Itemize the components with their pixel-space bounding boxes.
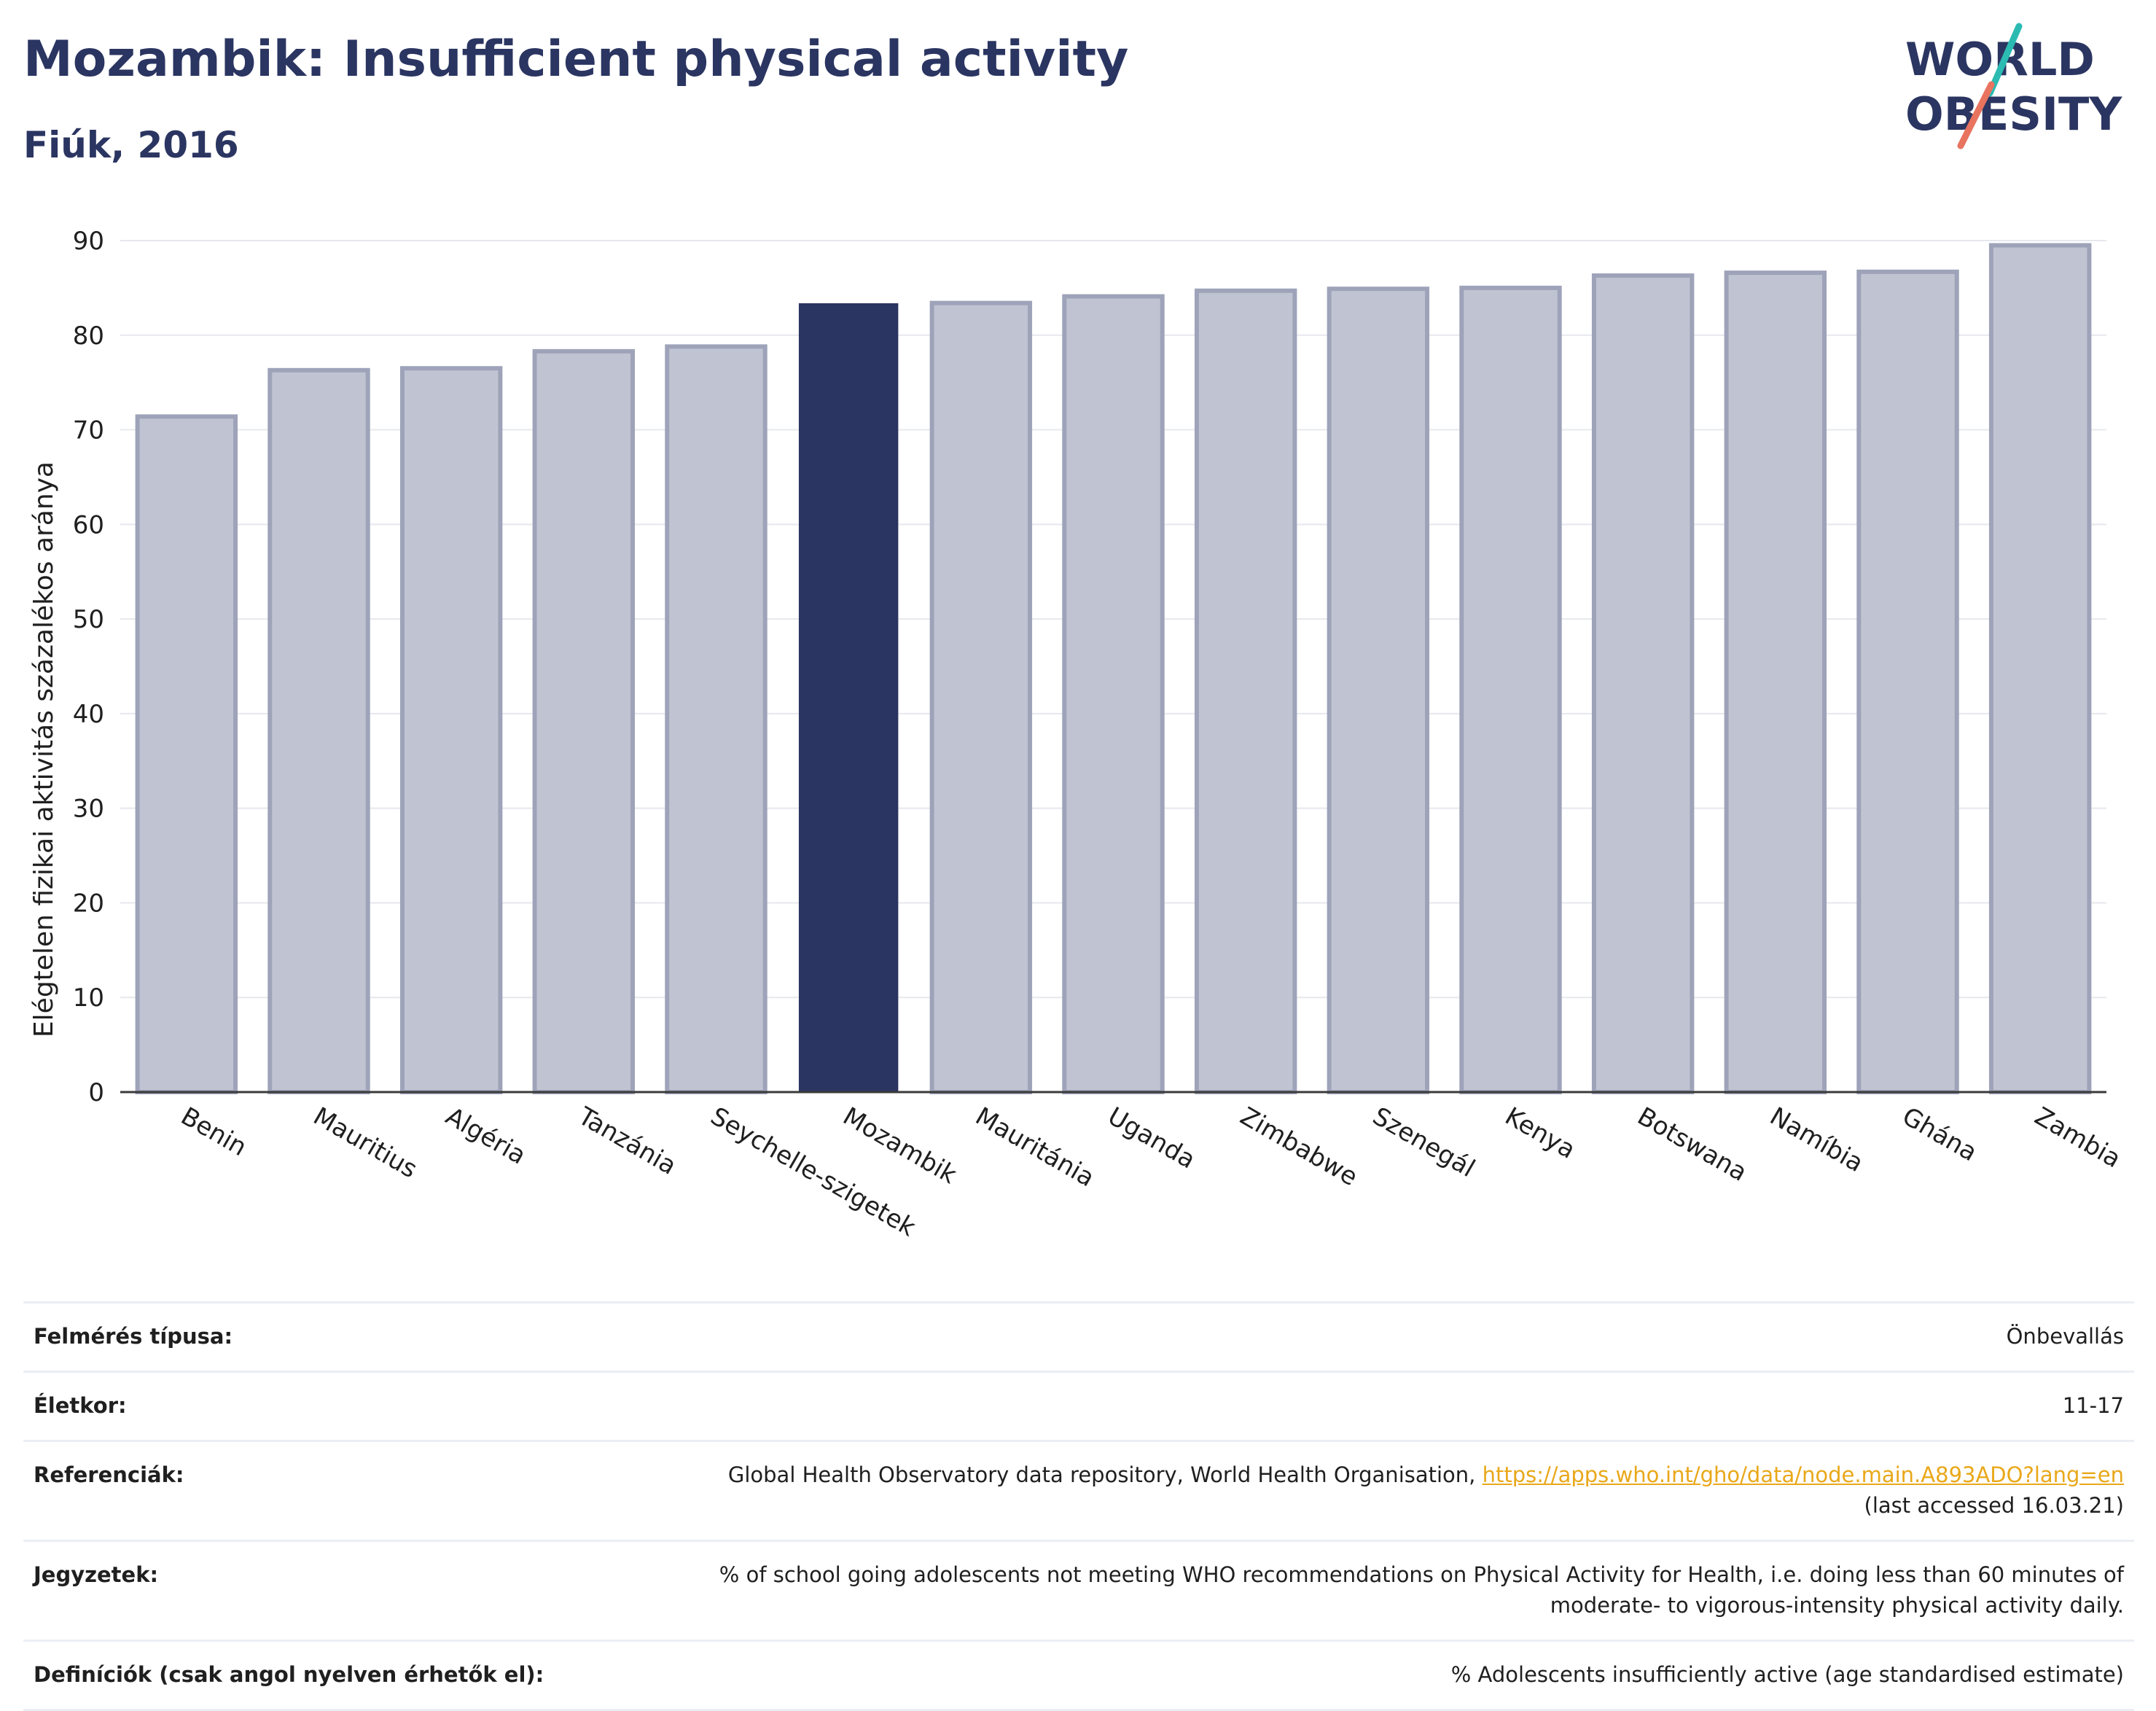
definitions-value: % Adolescents insufficiently active (age… [1450,1662,2124,1687]
x-tick-label: Mozambik [838,1102,962,1190]
y-tick-label: 10 [73,983,104,1013]
bar-kenya [1459,285,1562,1094]
y-tick-label: 70 [73,416,104,445]
bars [135,243,2092,1095]
bar-gh-na [1856,269,1959,1095]
info-row-definitions: Definíciók (csak angol nyelven érhetők e… [23,1640,2134,1710]
x-tick-label: Uganda [1103,1102,1200,1174]
bar-mauritius [267,367,370,1095]
x-tick-label: Benin [176,1102,251,1162]
references-text: Global Health Observatory data repositor… [727,1462,1483,1487]
bar-zambia [1988,243,2092,1094]
bar-alg-ria [399,366,503,1094]
x-tick-label: Mauritánia [970,1102,1099,1193]
bar-nam-bia [1724,270,1827,1095]
world-obesity-logo: WORLD OBESITY [1905,23,2122,149]
info-row-survey: Felmérés típusa: Önbevallás [23,1302,2134,1372]
notes-label: Jegyzetek: [34,1562,159,1587]
y-tick-label: 60 [73,510,104,539]
y-tick-label: 50 [73,605,104,634]
bar-szeneg-l [1327,287,1430,1095]
x-tick-label: Mauritius [308,1102,422,1184]
bar-mozambik [798,303,899,1093]
references-link[interactable]: https://apps.who.int/gho/data/node.main.… [1482,1462,2124,1487]
bar-tanz-nia [532,348,636,1094]
chart-subtitle: Fiúk, 2016 [23,124,239,166]
notes-value: % of school going adolescents not meetin… [596,1541,2134,1641]
logo-slash-coral [1957,81,1995,149]
notes-line-2: moderate- to vigorous-intensity physical… [1550,1593,2124,1618]
x-tick-label: Botswana [1633,1102,1752,1188]
bar-uganda [1062,294,1165,1095]
y-tick-label: 20 [73,889,104,918]
survey-type-value: Önbevallás [2006,1324,2124,1349]
age-label: Életkor: [34,1393,127,1418]
info-table: Felmérés típusa: Önbevallás Életkor: 11-… [23,1301,2134,1711]
y-tick-label: 0 [88,1078,104,1107]
age-value: 11-17 [2062,1393,2124,1418]
bar-seychelle-szigetek [665,344,768,1094]
y-axis-label: Elégtelen fizikai aktivitás százalékos a… [29,461,59,1037]
bar-zimbabwe [1194,288,1297,1094]
x-tick-label: Tanzánia [572,1102,681,1181]
x-tick-label: Szenegál [1367,1102,1480,1183]
x-tick-label: Zambia [2030,1102,2126,1174]
references-value: Global Health Observatory data repositor… [596,1441,2134,1541]
x-tick-label: Ghána [1897,1102,1982,1167]
bar-maurit-nia [929,300,1033,1095]
references-label: Referenciák: [34,1462,184,1487]
x-tick-label: Kenya [1500,1102,1580,1165]
chart-title: Mozambik: Insufficient physical activity [23,31,1129,88]
y-tick-label: 40 [73,700,104,729]
y-tick-label: 30 [73,795,104,824]
logo-slash-teal [1986,23,2023,97]
info-row-age: Életkor: 11-17 [23,1371,2134,1441]
info-row-references: Referenciák: Global Health Observatory d… [23,1441,2134,1541]
x-tick-label: Algéria [441,1102,531,1170]
references-accessed: (last accessed 16.03.21) [1864,1493,2124,1518]
survey-type-label: Felmérés típusa: [34,1324,233,1349]
y-tick-label: 90 [73,227,104,256]
notes-line-1: % of school going adolescents not meetin… [719,1562,2124,1587]
logo-text-obesity: OBESITY [1905,87,2122,141]
info-row-notes: Jegyzetek: % of school going adolescents… [23,1540,2134,1641]
bar-botswana [1591,273,1695,1094]
y-tick-label: 80 [73,321,104,351]
bar-chart: 0 10 20 30 40 50 60 70 80 90 Benin Mauritius Algéria… [29,227,2126,1243]
bar-benin [135,414,238,1094]
x-tick-label: Zimbabwe [1235,1102,1363,1192]
x-tick-label: Namíbia [1765,1102,1868,1178]
definitions-label: Definíciók (csak angol nyelven érhetők e… [34,1662,544,1687]
